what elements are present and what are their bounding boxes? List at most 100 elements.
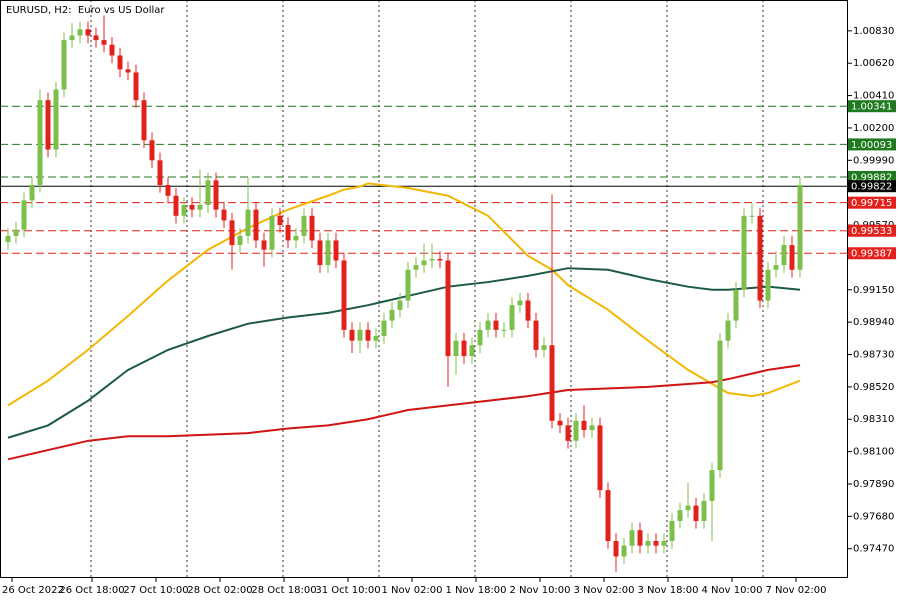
candle-body bbox=[221, 209, 227, 221]
candle-body bbox=[637, 530, 643, 546]
candle-body bbox=[733, 289, 739, 321]
level-label: 0.99387 bbox=[851, 249, 892, 260]
candle-body bbox=[213, 180, 219, 210]
x-tick-label: 7 Nov 02:00 bbox=[765, 585, 826, 596]
candle-body bbox=[229, 220, 235, 246]
y-tick-label: 0.98520 bbox=[853, 382, 894, 393]
candle-body bbox=[21, 200, 27, 230]
y-tick-label: 0.98100 bbox=[853, 447, 894, 458]
candle-body bbox=[701, 500, 707, 521]
candle-body bbox=[101, 40, 107, 45]
candle-body bbox=[85, 29, 91, 36]
candle-body bbox=[157, 160, 163, 185]
x-tick-label: 28 Oct 18:00 bbox=[251, 585, 316, 596]
candle-body bbox=[477, 329, 483, 346]
axes: 1.00830 1.00620 1.00410 1.00200 0.99990 0.995… bbox=[2, 26, 896, 596]
candle-body bbox=[453, 340, 459, 357]
candle-body bbox=[245, 209, 251, 236]
candle-body bbox=[205, 180, 211, 205]
candle-body bbox=[725, 320, 731, 341]
candle-body bbox=[309, 215, 315, 241]
candle-body bbox=[517, 300, 523, 306]
candle-body bbox=[93, 35, 99, 41]
candle-body bbox=[773, 265, 779, 270]
candle-body bbox=[757, 215, 763, 301]
level-label-box bbox=[848, 224, 896, 237]
candle-body bbox=[469, 345, 475, 357]
level-label-box bbox=[848, 196, 896, 209]
candle-body bbox=[533, 320, 539, 350]
y-tick-label: 0.98310 bbox=[853, 414, 894, 425]
level-label-box bbox=[848, 180, 896, 193]
candle-body bbox=[565, 425, 571, 441]
candle-body bbox=[461, 340, 467, 357]
candle-body bbox=[709, 470, 715, 501]
candle-body bbox=[5, 235, 11, 242]
x-tick-label: 2 Nov 10:00 bbox=[509, 585, 570, 596]
candle-body bbox=[421, 260, 427, 266]
level-label-box bbox=[848, 247, 896, 260]
candle-body bbox=[237, 235, 243, 246]
candle-body bbox=[549, 345, 555, 421]
candle-body bbox=[693, 505, 699, 521]
candle-body bbox=[197, 204, 203, 210]
candle-body bbox=[573, 420, 579, 441]
level-label: 0.99533 bbox=[851, 226, 892, 237]
y-tick-label: 0.98730 bbox=[853, 350, 894, 361]
candle-body bbox=[349, 329, 355, 341]
level-label: 0.99822 bbox=[851, 182, 892, 193]
candle-body bbox=[741, 215, 747, 290]
moving-average-line bbox=[7, 364, 801, 461]
candle-body bbox=[61, 40, 67, 90]
candle-body bbox=[341, 260, 347, 330]
candle-body bbox=[765, 269, 771, 301]
candle-body bbox=[317, 240, 323, 266]
candle-body bbox=[125, 69, 131, 73]
candle-body bbox=[509, 305, 515, 330]
level-label-box bbox=[848, 170, 896, 183]
candle-body bbox=[501, 329, 507, 331]
y-tick-label: 1.00620 bbox=[853, 58, 894, 69]
candle-body bbox=[277, 215, 283, 226]
candle-body bbox=[413, 265, 419, 270]
level-label: 1.00341 bbox=[851, 102, 892, 113]
candle-body bbox=[645, 541, 651, 546]
candle-body bbox=[493, 320, 499, 330]
candle-body bbox=[557, 420, 563, 426]
y-tick-label: 1.00830 bbox=[853, 26, 894, 37]
x-tick-label: 27 Oct 10:00 bbox=[123, 585, 188, 596]
candle-body bbox=[373, 336, 379, 341]
candle-body bbox=[717, 340, 723, 471]
x-tick-label: 3 Nov 02:00 bbox=[573, 585, 634, 596]
candle-body bbox=[749, 215, 755, 217]
candle-body bbox=[285, 225, 291, 241]
candle-body bbox=[357, 329, 363, 341]
candle-body bbox=[269, 215, 275, 250]
level-label-box bbox=[848, 138, 896, 151]
candle-body bbox=[437, 258, 443, 261]
candle-body bbox=[53, 89, 59, 150]
y-tick-label: 1.00200 bbox=[853, 123, 894, 134]
candle-body bbox=[541, 345, 547, 350]
y-tick-label: 1.00410 bbox=[853, 91, 894, 102]
candle-body bbox=[45, 100, 51, 150]
candle-body bbox=[293, 235, 299, 241]
candle-body bbox=[325, 240, 331, 266]
y-tick-label: 0.97890 bbox=[853, 479, 894, 490]
candle-body bbox=[29, 184, 35, 201]
candle-body bbox=[181, 204, 187, 216]
x-tick-label: 4 Nov 10:00 bbox=[701, 585, 762, 596]
candle-body bbox=[141, 100, 147, 141]
candle-body bbox=[365, 329, 371, 341]
candle-body bbox=[189, 204, 195, 210]
candle-body bbox=[37, 100, 43, 185]
candle-body bbox=[789, 245, 795, 270]
candle-body bbox=[381, 320, 387, 337]
x-tick-label: 1 Nov 02:00 bbox=[381, 585, 442, 596]
candle-body bbox=[685, 505, 691, 511]
candle-body bbox=[261, 240, 267, 250]
candle-body bbox=[589, 425, 595, 431]
candle-body bbox=[613, 541, 619, 557]
x-tick-label: 28 Oct 02:00 bbox=[187, 585, 252, 596]
candle-body bbox=[445, 260, 451, 357]
